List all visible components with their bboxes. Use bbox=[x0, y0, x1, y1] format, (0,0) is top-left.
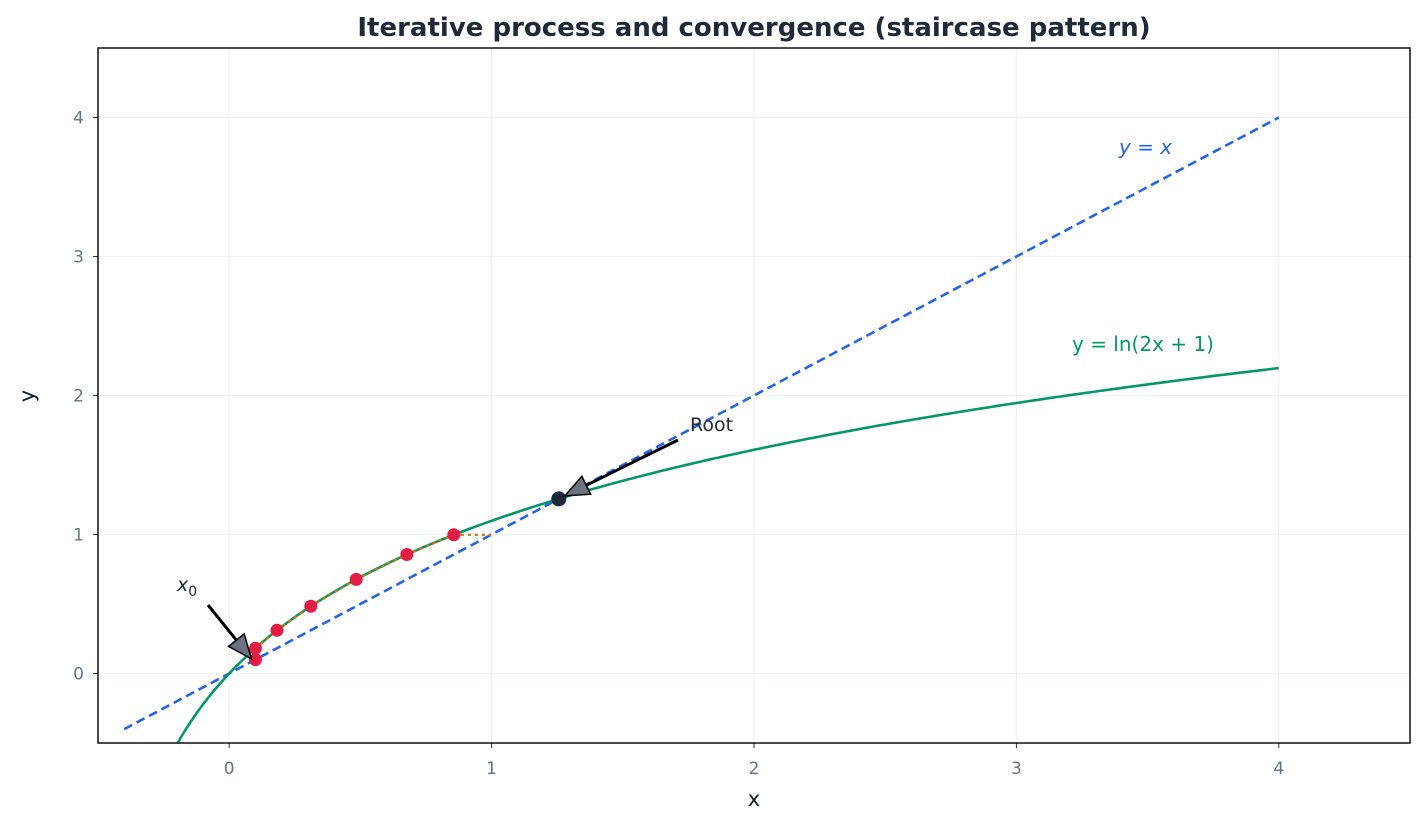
iteration-point bbox=[248, 653, 262, 667]
root-point bbox=[551, 491, 567, 507]
x-axis-label: x bbox=[748, 787, 760, 811]
iteration-point bbox=[304, 599, 318, 613]
curve-label: y = ln(2x + 1) bbox=[1072, 332, 1214, 356]
root-annotation: Root bbox=[690, 414, 733, 436]
staircase-segment bbox=[406, 533, 455, 556]
grid bbox=[98, 48, 1410, 743]
root-arrow-shaft bbox=[585, 438, 679, 487]
iteration-point bbox=[400, 548, 414, 562]
chart-title: Iterative process and convergence (stair… bbox=[357, 13, 1150, 43]
x0-arrow-head bbox=[227, 632, 253, 661]
x-tick-label: 4 bbox=[1273, 759, 1284, 779]
axes-frame bbox=[97, 47, 1411, 744]
x0-annotation: x0 bbox=[176, 574, 197, 600]
y-tick-label: 2 bbox=[73, 387, 84, 407]
y-tick-label: 0 bbox=[73, 665, 84, 685]
y-axis-label: y bbox=[15, 390, 39, 402]
staircase-segment bbox=[310, 578, 357, 608]
plot-area bbox=[123, 116, 1280, 743]
x-tick-label: 3 bbox=[1011, 759, 1022, 779]
line-label: y = x bbox=[1118, 135, 1172, 159]
ticks: 0 1 2 3 4 0 1 2 3 4 bbox=[73, 109, 1284, 780]
y-tick-label: 3 bbox=[73, 248, 84, 268]
root-arrow-head bbox=[563, 474, 592, 497]
y-tick-label: 4 bbox=[73, 109, 84, 129]
iteration-point bbox=[248, 641, 262, 655]
staircase-segment bbox=[355, 553, 408, 581]
x-tick-label: 0 bbox=[224, 759, 235, 779]
iteration-point bbox=[349, 572, 363, 586]
iteration-point bbox=[270, 623, 284, 637]
iteration-point bbox=[447, 528, 461, 542]
x-tick-label: 2 bbox=[749, 759, 760, 779]
x-tick-label: 1 bbox=[486, 759, 497, 779]
x0-arrow-shaft bbox=[206, 604, 238, 642]
identity-line bbox=[123, 116, 1280, 731]
y-tick-label: 1 bbox=[73, 526, 84, 546]
